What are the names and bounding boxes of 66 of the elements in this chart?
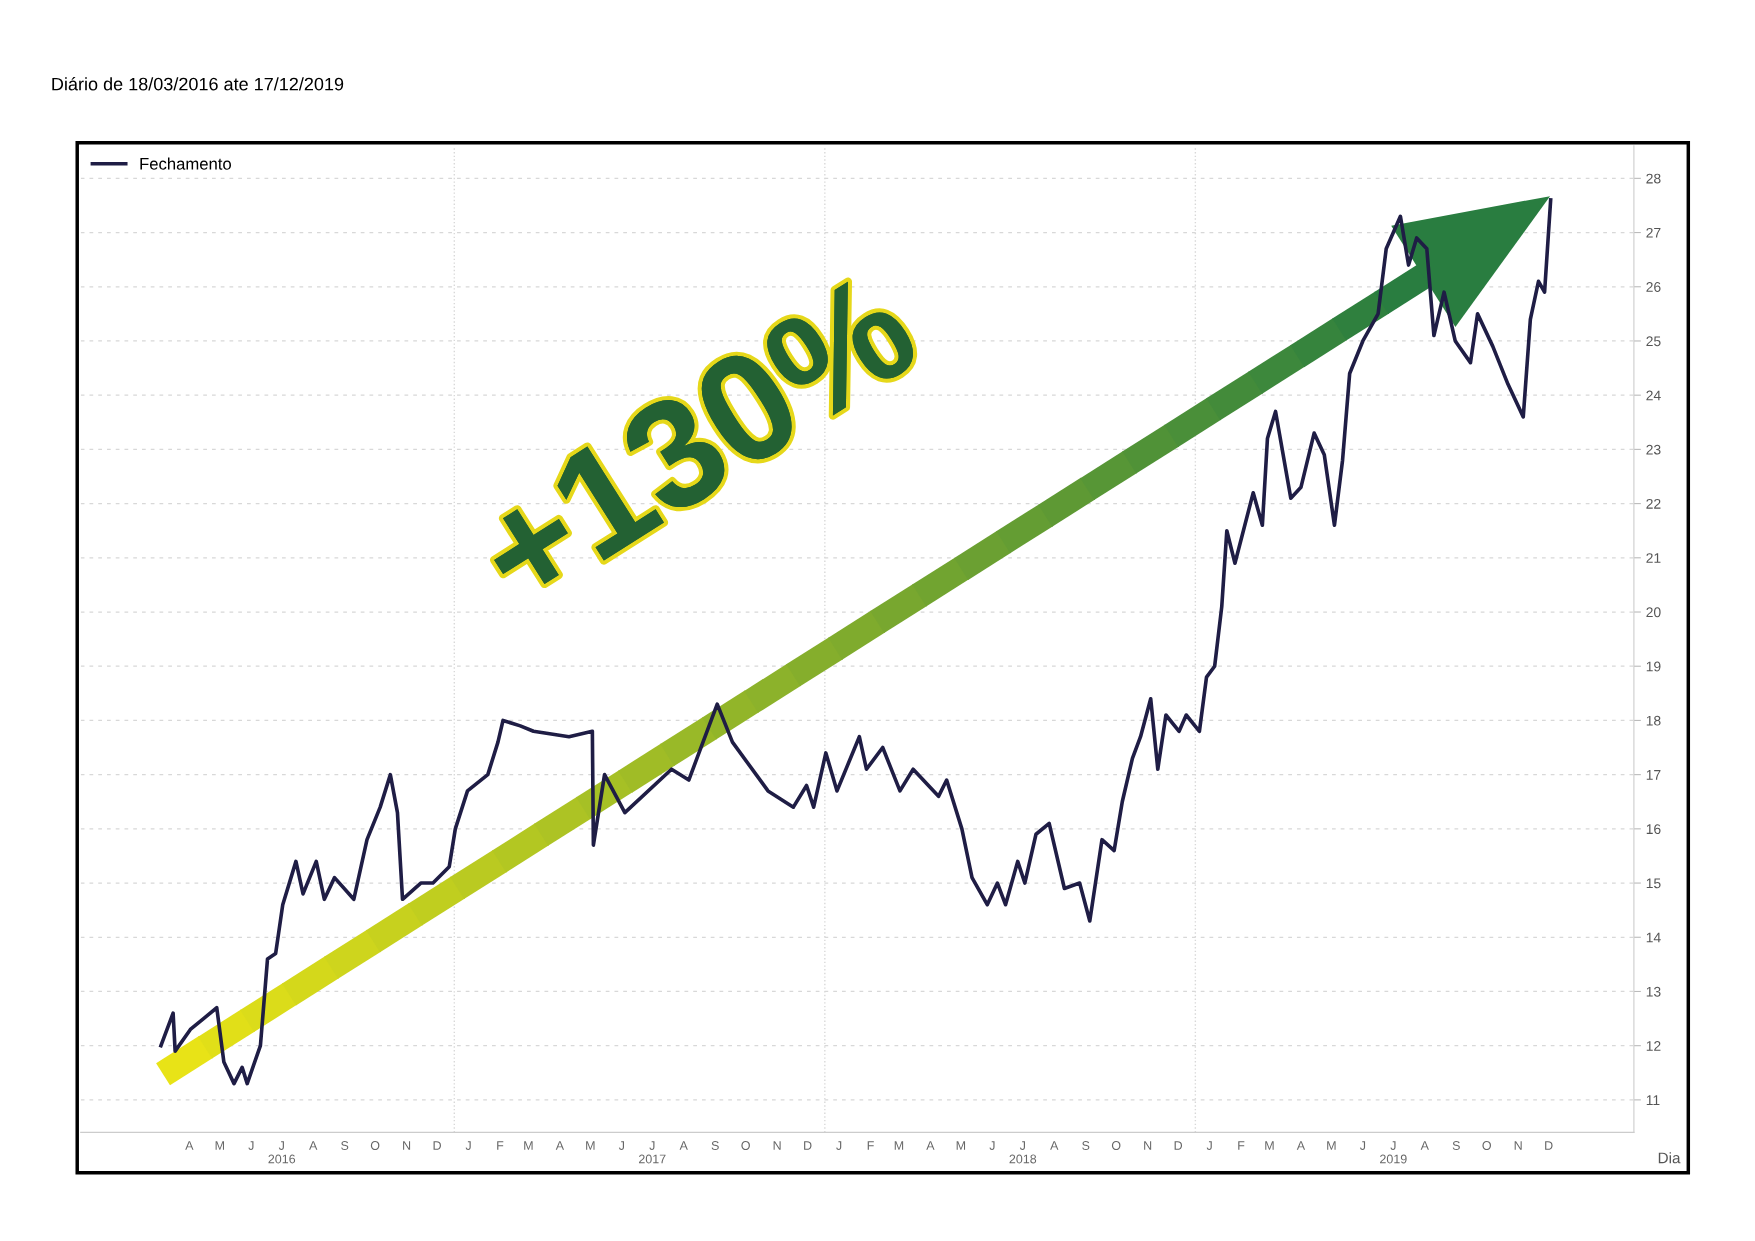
y-tick-label: 15	[1646, 878, 1661, 889]
y-tick-label: 16	[1646, 824, 1661, 835]
x-tick-label: D	[433, 1141, 441, 1150]
x-tick-label: M	[1265, 1141, 1274, 1150]
x-tick-label: J 2018	[1009, 1141, 1037, 1164]
x-tick-label: S	[1082, 1141, 1090, 1150]
x-tick-label: N	[403, 1141, 411, 1150]
x-tick-label: M	[894, 1141, 904, 1150]
y-tick-label: 24	[1646, 390, 1661, 401]
y-tick-label: 13	[1646, 986, 1661, 997]
x-tick-label: A	[1420, 1141, 1429, 1150]
x-tick-label: D	[804, 1141, 812, 1150]
x-tick-label: N	[1514, 1141, 1522, 1150]
y-tick-label: 18	[1646, 715, 1661, 726]
x-tick-label: F	[497, 1141, 504, 1150]
x-tick-label: A	[1050, 1141, 1059, 1150]
y-tick-label: 19	[1646, 661, 1661, 672]
x-tick-label: O	[1482, 1141, 1491, 1150]
y-tick-label: 21	[1646, 553, 1661, 563]
y-tick-label: 22	[1646, 498, 1661, 509]
x-tick-label: M	[586, 1141, 595, 1150]
y-tick-label: 23	[1646, 444, 1661, 455]
x-tick-label: N	[773, 1141, 781, 1150]
x-tick-label: A	[926, 1141, 935, 1150]
x-tick-label: S	[711, 1141, 719, 1150]
y-tick-label: 26	[1646, 282, 1661, 292]
x-tick-label: O	[1111, 1141, 1121, 1150]
chart-title: Diário de 18/03/2016 ate 17/12/2019	[52, 77, 344, 91]
x-tick-label: J	[248, 1141, 254, 1150]
x-tick-label: S	[1452, 1141, 1460, 1150]
y-tick-label: 20	[1646, 607, 1661, 618]
x-tick-label: J 2016	[268, 1141, 296, 1164]
x-tick-label: J	[989, 1141, 995, 1150]
x-tick-label: A	[185, 1141, 194, 1150]
x-tick-label: J	[1359, 1141, 1366, 1150]
x-tick-label: N	[1144, 1141, 1152, 1150]
legend-label: Fechamento	[140, 157, 232, 170]
x-tick-label: O	[370, 1141, 380, 1150]
x-tick-label: J	[836, 1141, 842, 1150]
x-tick-label: J	[1206, 1141, 1212, 1150]
y-tick-label: 11	[1646, 1095, 1660, 1105]
y-tick-label: 27	[1646, 227, 1661, 238]
x-tick-label: A	[309, 1141, 318, 1150]
x-tick-label: J 2019	[1380, 1141, 1407, 1164]
x-tick-label: J	[465, 1141, 471, 1150]
x-tick-label: M	[1327, 1141, 1336, 1150]
x-tick-label: A	[1296, 1141, 1306, 1150]
x-tick-label: J 2017	[638, 1141, 666, 1164]
x-tick-label: D	[1174, 1141, 1183, 1150]
x-axis-title: Dia	[1658, 1152, 1681, 1164]
y-tick-label: 25	[1646, 336, 1661, 347]
x-tick-label: M	[215, 1141, 224, 1150]
x-tick-label: O	[741, 1141, 750, 1150]
x-tick-label: M	[524, 1141, 533, 1150]
x-tick-label: A	[679, 1141, 688, 1150]
x-tick-label: D	[1545, 1141, 1553, 1150]
x-tick-label: J	[618, 1141, 624, 1150]
x-tick-label: F	[867, 1141, 874, 1150]
x-tick-label: S	[341, 1141, 349, 1150]
y-tick-label: 12	[1646, 1041, 1661, 1051]
y-tick-label: 28	[1646, 173, 1661, 184]
y-tick-label: 14	[1646, 932, 1661, 943]
x-tick-label: M	[956, 1141, 966, 1150]
x-tick-label: A	[555, 1141, 565, 1150]
x-tick-label: F	[1238, 1141, 1245, 1150]
y-tick-label: 17	[1646, 770, 1661, 780]
